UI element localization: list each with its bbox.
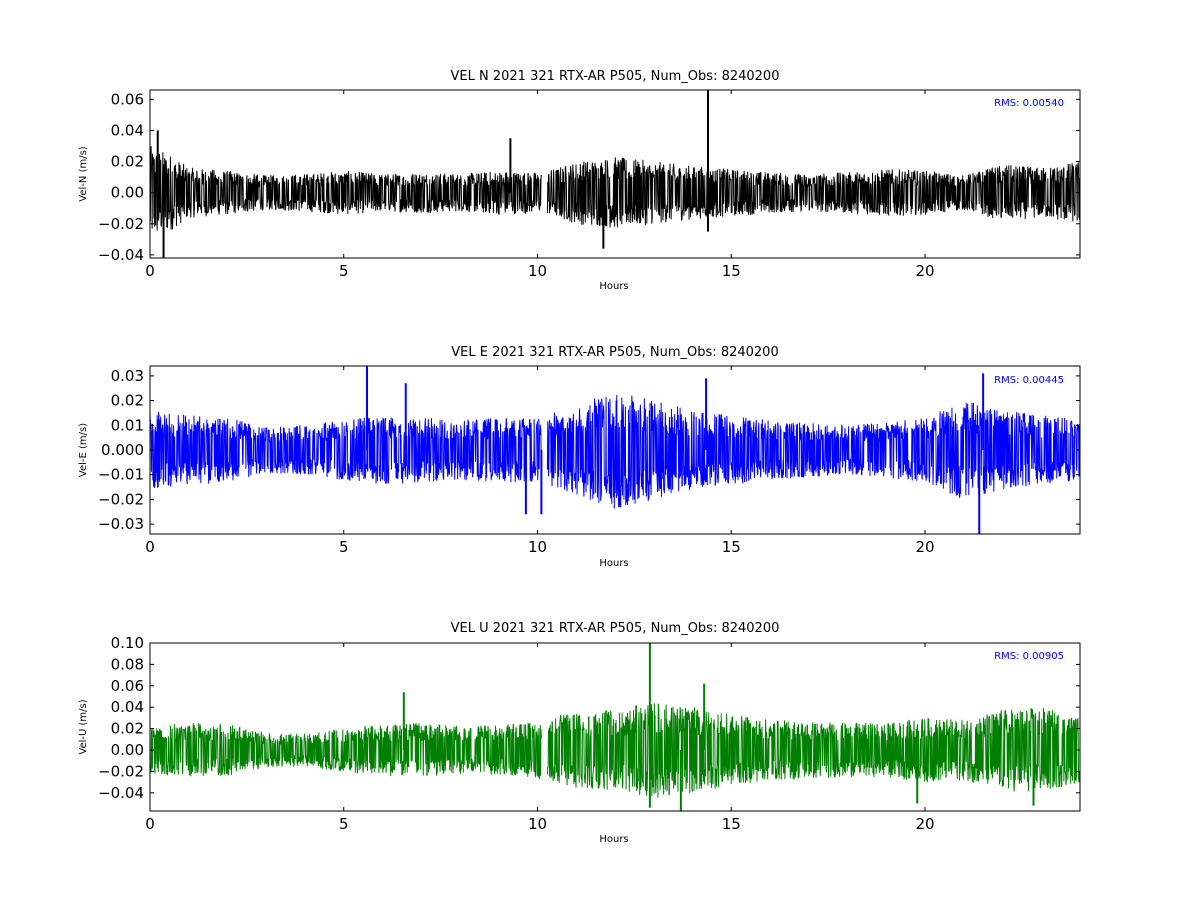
series-line bbox=[149, 146, 1081, 231]
x-tick-label: 20 bbox=[915, 538, 934, 556]
x-tick-label: 15 bbox=[722, 262, 741, 280]
series-line bbox=[149, 703, 1081, 798]
x-tick-label: 15 bbox=[722, 815, 741, 833]
x-tick-label: 10 bbox=[528, 815, 547, 833]
rms-annotation: RMS: 0.00540 bbox=[994, 98, 1064, 109]
series-group bbox=[149, 90, 1081, 258]
plot-area: 0 5 10 15 20 −0.04 −0.02 0.00 0.02 0.04 0.06 0.08 0.… bbox=[98, 634, 1081, 833]
y-tick-label: 0.10 bbox=[111, 634, 144, 652]
panel-vel-u: VEL U 2021 321 RTX-AR P505, Num_Obs: 824… bbox=[78, 621, 1081, 845]
y-tick-label: 0.03 bbox=[111, 367, 144, 385]
x-tick-label: 5 bbox=[339, 815, 349, 833]
chart-title: VEL E 2021 321 RTX-AR P505, Num_Obs: 824… bbox=[451, 345, 778, 360]
y-axis-label: Vel-U (m/s) bbox=[78, 699, 89, 754]
y-tick-label: 0.000 bbox=[101, 441, 144, 459]
panel-vel-e: VEL E 2021 321 RTX-AR P505, Num_Obs: 824… bbox=[78, 345, 1081, 569]
y-tick-label: 0.08 bbox=[111, 655, 144, 673]
rms-annotation: RMS: 0.00445 bbox=[994, 375, 1064, 386]
plot-area: 0 5 10 15 20 −0.04 −0.02 0.00 0.02 0.04 0.06 RMS: … bbox=[98, 89, 1081, 280]
y-tick-label: −0.04 bbox=[98, 246, 144, 264]
x-tick-label: 20 bbox=[915, 262, 934, 280]
x-tick-label: 5 bbox=[339, 262, 349, 280]
y-tick-label: −0.01 bbox=[98, 466, 144, 484]
y-tick-label: 0.04 bbox=[111, 121, 144, 139]
ticks-group: 0 5 10 15 20 −0.04 −0.02 0.00 0.02 0.04 0.06 bbox=[98, 90, 1080, 280]
axes-frame bbox=[149, 642, 1081, 812]
y-tick-label: 0.00 bbox=[111, 184, 144, 202]
x-tick-label: 0 bbox=[145, 815, 155, 833]
series-group bbox=[149, 643, 1081, 811]
chart-title: VEL N 2021 321 RTX-AR P505, Num_Obs: 824… bbox=[451, 69, 780, 84]
y-tick-label: 0.00 bbox=[111, 741, 144, 759]
x-axis-label: Hours bbox=[599, 558, 628, 569]
y-tick-label: 0.06 bbox=[111, 677, 144, 695]
y-tick-label: −0.03 bbox=[98, 515, 144, 533]
y-tick-label: −0.02 bbox=[98, 215, 144, 233]
rms-annotation: RMS: 0.00905 bbox=[994, 651, 1064, 662]
series-line bbox=[149, 394, 1081, 509]
chart-title: VEL U 2021 321 RTX-AR P505, Num_Obs: 824… bbox=[451, 621, 780, 636]
x-tick-label: 20 bbox=[915, 815, 934, 833]
x-tick-label: 5 bbox=[339, 538, 349, 556]
y-axis-label: Vel-E (m/s) bbox=[78, 423, 89, 477]
ticks-group: 0 5 10 15 20 −0.03 −0.02 −0.01 0.000 0.01 0.02 0.03 bbox=[98, 366, 1080, 556]
y-tick-label: 0.02 bbox=[111, 720, 144, 738]
y-tick-label: 0.06 bbox=[111, 90, 144, 108]
plot-area: 0 5 10 15 20 −0.03 −0.02 −0.01 0.000 0.01 0.02 0.03… bbox=[98, 365, 1081, 556]
series-group bbox=[149, 366, 1081, 534]
x-tick-label: 0 bbox=[145, 538, 155, 556]
x-axis-label: Hours bbox=[599, 281, 628, 292]
y-tick-label: 0.02 bbox=[111, 153, 144, 171]
axes-frame bbox=[149, 89, 1081, 259]
ticks-group: 0 5 10 15 20 −0.04 −0.02 0.00 0.02 0.04 0.06 0.08 0.… bbox=[98, 634, 1080, 833]
x-tick-label: 0 bbox=[145, 262, 155, 280]
x-tick-label: 15 bbox=[722, 538, 741, 556]
y-tick-label: −0.02 bbox=[98, 490, 144, 508]
y-tick-label: 0.01 bbox=[111, 416, 144, 434]
x-tick-label: 10 bbox=[528, 538, 547, 556]
x-axis-label: Hours bbox=[599, 834, 628, 845]
y-tick-label: 0.04 bbox=[111, 698, 144, 716]
y-axis-label: Vel-N (m/s) bbox=[78, 146, 89, 201]
y-tick-label: 0.02 bbox=[111, 392, 144, 410]
panel-vel-n: VEL N 2021 321 RTX-AR P505, Num_Obs: 824… bbox=[78, 69, 1081, 292]
y-tick-label: −0.02 bbox=[98, 762, 144, 780]
x-tick-label: 10 bbox=[528, 262, 547, 280]
y-tick-label: −0.04 bbox=[98, 784, 144, 802]
